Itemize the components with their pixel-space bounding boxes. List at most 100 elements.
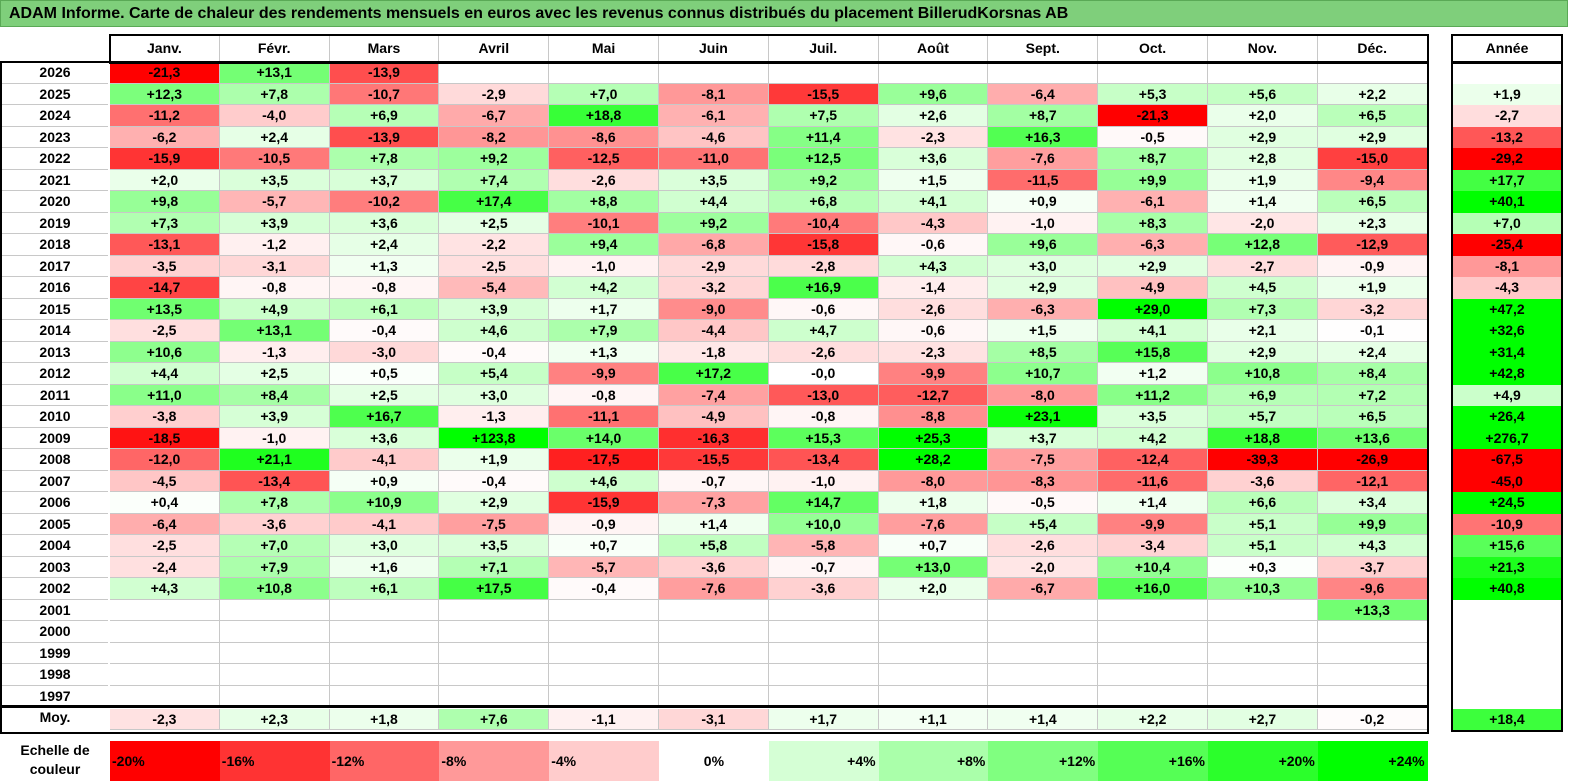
annual-cell: +15,6: [1453, 535, 1561, 557]
heatmap-cell: +11,0: [110, 384, 220, 406]
heatmap-cell: -3,4: [1098, 535, 1208, 557]
heatmap-cell: -12,7: [878, 384, 989, 406]
heatmap-cell: -18,5: [110, 427, 220, 449]
heatmap-cell: +15,3: [768, 427, 879, 449]
heatmap-cell: +16,7: [329, 406, 440, 428]
heatmap-cell: +0,7: [549, 535, 659, 557]
average-cell: +2,3: [219, 709, 330, 730]
row-year-label: 2011: [2, 385, 108, 406]
heatmap-cell: -2,3: [878, 126, 989, 148]
heatmap-cell: [219, 621, 330, 643]
data-grid-frame: [0, 61, 1429, 708]
annual-cell: -29,2: [1453, 148, 1561, 170]
heatmap-cell: +4,2: [1098, 427, 1208, 449]
heatmap-cell: +1,9: [1208, 169, 1318, 191]
heatmap-cell: +3,0: [988, 255, 1099, 277]
heatmap-cell: +4,6: [439, 320, 550, 342]
heatmap-cell: -11,0: [659, 148, 769, 170]
heatmap-cell: +3,7: [329, 169, 440, 191]
row-year-label: 2014: [2, 320, 108, 342]
heatmap-cell: +6,1: [329, 578, 440, 600]
average-cell: +2,2: [1098, 709, 1208, 730]
average-cell: -0,2: [1317, 709, 1428, 730]
row-year-label: 2018: [2, 234, 108, 256]
heatmap-cell: +4,5: [1208, 277, 1318, 299]
heatmap-cell: -2,6: [768, 341, 879, 363]
annual-cell: +24,5: [1453, 492, 1561, 514]
row-year-label: 2002: [2, 578, 108, 600]
row-year-label: 2000: [2, 621, 108, 643]
heatmap-cell: [988, 62, 1099, 84]
heatmap-cell: -2,6: [878, 298, 989, 320]
heatmap-cell: [439, 599, 550, 621]
heatmap-cell: -13,0: [768, 384, 879, 406]
heatmap-cell: -3,8: [110, 406, 220, 428]
heatmap-cell: +7,8: [219, 83, 330, 105]
month-header-frame: [109, 34, 1429, 64]
heatmap-cell: -26,9: [1317, 449, 1428, 471]
year-header-frame: [1451, 34, 1563, 64]
heatmap-cell: +10,4: [1098, 556, 1208, 578]
heatmap-cell: [219, 664, 330, 686]
heatmap-cell: -17,5: [549, 449, 659, 471]
heatmap-cell: +16,9: [768, 277, 879, 299]
heatmap-cell: -2,0: [988, 556, 1099, 578]
average-row-frame: [0, 705, 1429, 734]
heatmap-cell: [659, 664, 769, 686]
heatmap-cell: +3,0: [329, 535, 440, 557]
heatmap-cell: +28,2: [878, 449, 989, 471]
annual-cell: -8,1: [1453, 255, 1561, 277]
heatmap-cell: +4,1: [878, 191, 989, 213]
heatmap-cell: +16,3: [988, 126, 1099, 148]
color-scale-stop: +24%: [1317, 741, 1428, 781]
heatmap-cell: -0,6: [768, 298, 879, 320]
heatmap-cell: +29,0: [1098, 298, 1208, 320]
row-year-label: 2001: [2, 600, 108, 621]
heatmap-cell: +13,0: [878, 556, 989, 578]
heatmap-cell: +5,7: [1208, 406, 1318, 428]
heatmap-cell: -0,8: [768, 406, 879, 428]
heatmap-cell: -6,1: [659, 105, 769, 127]
heatmap-cell: -4,5: [110, 470, 220, 492]
heatmap-cell: +1,3: [549, 341, 659, 363]
heatmap-cell: [329, 599, 440, 621]
heatmap-cell: -3,0: [329, 341, 440, 363]
heatmap-cell: +21,1: [219, 449, 330, 471]
heatmap-cell: -15,8: [768, 234, 879, 256]
heatmap-cell: +5,4: [988, 513, 1099, 535]
heatmap-cell: [878, 642, 989, 664]
color-scale-stop: +16%: [1098, 741, 1208, 781]
heatmap-cell: [219, 599, 330, 621]
annual-cell: +26,4: [1453, 406, 1561, 428]
heatmap-cell: +1,4: [659, 513, 769, 535]
heatmap-cell: -0,7: [659, 470, 769, 492]
heatmap-cell: -0,4: [329, 320, 440, 342]
heatmap-cell: +12,8: [1208, 234, 1318, 256]
heatmap-cell: -1,0: [549, 255, 659, 277]
heatmap-cell: -0,5: [1098, 126, 1208, 148]
heatmap-cell: -7,3: [659, 492, 769, 514]
heatmap-cell: -8,6: [549, 126, 659, 148]
heatmap-cell: +1,8: [878, 492, 989, 514]
heatmap-cell: -0,4: [549, 578, 659, 600]
heatmap-cell: [659, 62, 769, 84]
heatmap-cell: -13,1: [110, 234, 220, 256]
heatmap-cell: [1208, 62, 1318, 84]
year-column-header: Année: [1485, 40, 1529, 56]
heatmap-cell: +13,1: [219, 320, 330, 342]
heatmap-cell: -6,3: [1098, 234, 1208, 256]
heatmap-cell: +3,6: [329, 212, 440, 234]
heatmap-cell: +4,3: [110, 578, 220, 600]
row-year-label: 2016: [2, 277, 108, 299]
heatmap-cell: [659, 621, 769, 643]
heatmap-cell: +12,5: [768, 148, 879, 170]
heatmap-cell: +7,0: [549, 83, 659, 105]
heatmap-cell: +13,1: [219, 62, 330, 84]
color-scale-stop: +4%: [768, 741, 879, 781]
color-scale-stop: -12%: [329, 741, 440, 781]
heatmap-cell: -7,6: [988, 148, 1099, 170]
heatmap-cell: +0,4: [110, 492, 220, 514]
row-year-label: 2007: [2, 471, 108, 492]
average-cell: -3,1: [659, 709, 769, 730]
heatmap-cell: -15,9: [549, 492, 659, 514]
